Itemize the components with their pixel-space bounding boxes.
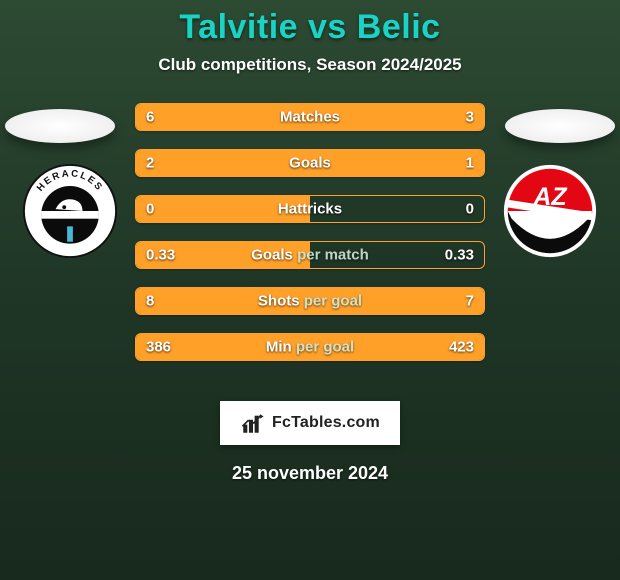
- comparison-card: Talvitie vs Belic Club competitions, Sea…: [0, 0, 620, 580]
- stat-value-right: 1: [466, 155, 474, 172]
- player-left-slot: HERACLES: [0, 103, 120, 143]
- subtitle: Club competitions, Season 2024/2025: [0, 55, 620, 75]
- player-left-silhouette: [5, 109, 115, 143]
- stat-row: 0.33 0.33 Goals per match: [135, 241, 485, 269]
- stat-value-right: 7: [466, 293, 474, 310]
- player-right-silhouette: [505, 109, 615, 143]
- stat-value-right: 423: [449, 339, 474, 356]
- stat-label-main: Hattricks: [278, 201, 342, 218]
- stat-value-right: 3: [466, 109, 474, 126]
- stat-label-main: Matches: [280, 109, 340, 126]
- stats-arena: HERACLES AZ: [0, 103, 620, 393]
- stat-row: 8 7 Shots per goal: [135, 287, 485, 315]
- brand-name: FcTables.com: [272, 414, 380, 432]
- stat-label-main: Goals: [251, 247, 293, 264]
- heracles-badge-icon: HERACLES: [22, 163, 118, 259]
- az-badge-icon: AZ: [502, 163, 598, 259]
- stat-label-main: Min: [266, 339, 292, 356]
- stat-label-extra: per match: [297, 247, 369, 264]
- stat-value-right: 0: [466, 201, 474, 218]
- stat-value-left: 8: [146, 293, 154, 310]
- stat-label: Goals: [289, 155, 331, 172]
- stat-value-left: 0: [146, 201, 154, 218]
- stat-value-left: 2: [146, 155, 154, 172]
- stat-row: 6 3 Matches: [135, 103, 485, 131]
- stat-label: Goals per match: [251, 247, 369, 264]
- player-right-name: Belic: [357, 8, 441, 46]
- player-left-name: Talvitie: [179, 8, 298, 46]
- stat-row: 2 1 Goals: [135, 149, 485, 177]
- vs-label: vs: [308, 8, 347, 46]
- club-badge-right: AZ: [502, 163, 598, 259]
- svg-text:AZ: AZ: [532, 183, 568, 211]
- stat-label: Hattricks: [278, 201, 342, 218]
- fctables-logo-icon: [240, 410, 266, 436]
- stat-bars: 6 3 Matches 2 1 Goals 0 0 Hattricks 0.33 0.33 Goals…: [135, 103, 485, 361]
- stat-row: 0 0 Hattricks: [135, 195, 485, 223]
- stat-label-main: Shots: [258, 293, 300, 310]
- stat-value-left: 0.33: [146, 247, 175, 264]
- stat-value-left: 386: [146, 339, 171, 356]
- stat-label-main: Goals: [289, 155, 331, 172]
- club-badge-left: HERACLES: [22, 163, 118, 259]
- stat-value-right: 0.33: [445, 247, 474, 264]
- stat-label: Shots per goal: [258, 293, 362, 310]
- stat-label: Matches: [280, 109, 340, 126]
- stat-label-extra: per goal: [296, 339, 354, 356]
- player-right-slot: AZ: [500, 103, 620, 143]
- page-title: Talvitie vs Belic: [0, 8, 620, 47]
- stat-fill-left: [136, 150, 366, 176]
- stat-row: 386 423 Min per goal: [135, 333, 485, 361]
- brand-badge[interactable]: FcTables.com: [220, 401, 400, 445]
- stat-label: Min per goal: [266, 339, 354, 356]
- stat-label-extra: per goal: [304, 293, 362, 310]
- date-label: 25 november 2024: [0, 463, 620, 484]
- stat-value-left: 6: [146, 109, 154, 126]
